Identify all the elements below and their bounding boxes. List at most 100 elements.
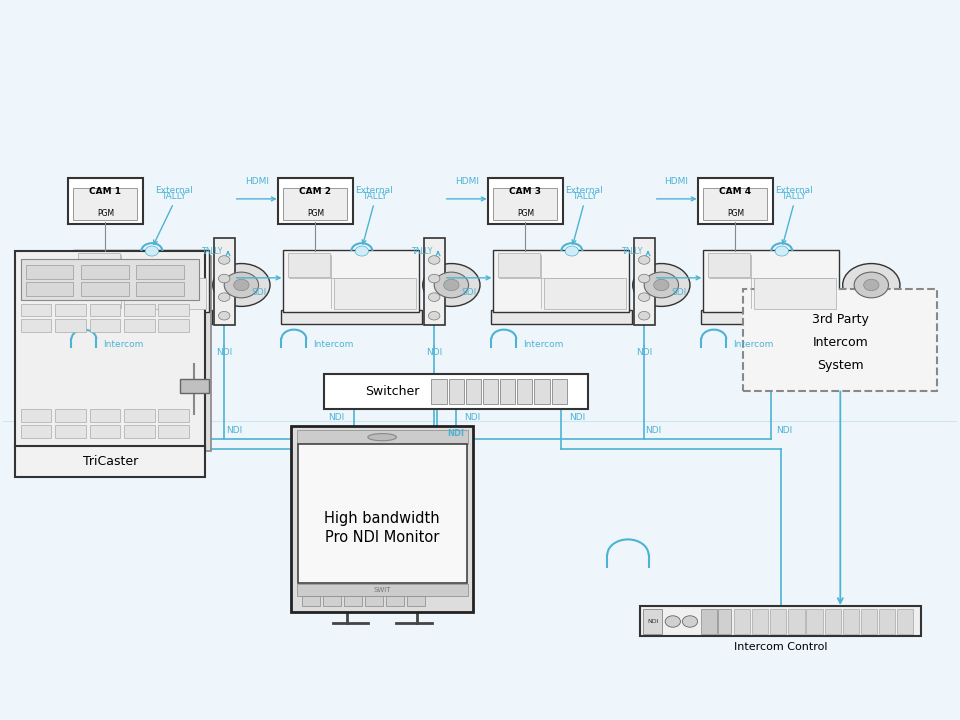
Circle shape bbox=[775, 246, 788, 256]
Text: Switcher: Switcher bbox=[365, 385, 420, 398]
FancyBboxPatch shape bbox=[277, 178, 353, 224]
FancyBboxPatch shape bbox=[15, 446, 205, 477]
Circle shape bbox=[145, 246, 158, 256]
FancyBboxPatch shape bbox=[21, 409, 52, 422]
Text: CAM 3: CAM 3 bbox=[510, 186, 541, 196]
FancyBboxPatch shape bbox=[283, 251, 419, 312]
FancyBboxPatch shape bbox=[448, 379, 464, 404]
FancyBboxPatch shape bbox=[755, 279, 836, 309]
Text: PGM: PGM bbox=[97, 209, 114, 217]
FancyBboxPatch shape bbox=[136, 282, 184, 297]
Text: PGM: PGM bbox=[516, 209, 534, 217]
FancyBboxPatch shape bbox=[124, 409, 155, 422]
FancyBboxPatch shape bbox=[56, 409, 85, 422]
FancyBboxPatch shape bbox=[806, 609, 823, 634]
Text: NDI: NDI bbox=[464, 413, 480, 422]
FancyBboxPatch shape bbox=[535, 379, 550, 404]
FancyBboxPatch shape bbox=[214, 238, 234, 325]
FancyBboxPatch shape bbox=[89, 425, 120, 438]
Text: NDI: NDI bbox=[226, 426, 242, 435]
FancyBboxPatch shape bbox=[861, 609, 877, 634]
Text: NDI: NDI bbox=[436, 426, 452, 435]
Circle shape bbox=[219, 312, 230, 320]
FancyBboxPatch shape bbox=[407, 596, 424, 606]
FancyBboxPatch shape bbox=[544, 279, 626, 309]
FancyBboxPatch shape bbox=[26, 265, 73, 279]
FancyBboxPatch shape bbox=[180, 379, 209, 393]
Circle shape bbox=[444, 279, 459, 291]
FancyBboxPatch shape bbox=[788, 609, 804, 634]
FancyBboxPatch shape bbox=[770, 609, 786, 634]
Circle shape bbox=[638, 312, 650, 320]
Circle shape bbox=[428, 293, 440, 302]
FancyBboxPatch shape bbox=[718, 609, 731, 634]
Text: SDI: SDI bbox=[462, 288, 477, 297]
Circle shape bbox=[638, 293, 650, 302]
FancyBboxPatch shape bbox=[21, 319, 52, 332]
Text: External: External bbox=[565, 186, 603, 195]
Text: TALLY: TALLY bbox=[362, 192, 387, 201]
Text: NDI: NDI bbox=[69, 342, 85, 351]
FancyBboxPatch shape bbox=[825, 609, 841, 634]
FancyBboxPatch shape bbox=[158, 425, 189, 438]
FancyBboxPatch shape bbox=[431, 379, 446, 404]
Text: NDI: NDI bbox=[776, 426, 792, 435]
Circle shape bbox=[428, 312, 440, 320]
FancyBboxPatch shape bbox=[15, 251, 205, 447]
FancyBboxPatch shape bbox=[345, 596, 362, 606]
FancyBboxPatch shape bbox=[73, 188, 137, 220]
Text: NDI: NDI bbox=[568, 413, 585, 422]
Circle shape bbox=[565, 246, 579, 256]
FancyBboxPatch shape bbox=[704, 188, 767, 220]
Text: External: External bbox=[775, 186, 813, 195]
FancyBboxPatch shape bbox=[366, 596, 383, 606]
Circle shape bbox=[843, 264, 900, 307]
FancyBboxPatch shape bbox=[124, 279, 206, 309]
FancyBboxPatch shape bbox=[73, 251, 209, 312]
Circle shape bbox=[638, 256, 650, 264]
FancyBboxPatch shape bbox=[56, 304, 85, 316]
Circle shape bbox=[644, 272, 679, 298]
FancyBboxPatch shape bbox=[698, 178, 773, 224]
FancyBboxPatch shape bbox=[26, 282, 73, 297]
Text: SDI: SDI bbox=[671, 288, 686, 297]
Text: Intercom: Intercom bbox=[523, 340, 564, 349]
FancyBboxPatch shape bbox=[897, 609, 913, 634]
FancyBboxPatch shape bbox=[297, 430, 468, 444]
FancyBboxPatch shape bbox=[466, 379, 481, 404]
Text: NDI: NDI bbox=[447, 429, 465, 438]
Text: NDI: NDI bbox=[426, 348, 443, 357]
Text: High bandwidth: High bandwidth bbox=[324, 511, 440, 526]
Text: TALLY: TALLY bbox=[622, 247, 643, 256]
Text: HDMI: HDMI bbox=[455, 177, 479, 186]
Text: SDI: SDI bbox=[252, 288, 267, 297]
FancyBboxPatch shape bbox=[124, 304, 155, 316]
Text: NDI: NDI bbox=[636, 348, 652, 357]
FancyBboxPatch shape bbox=[752, 609, 768, 634]
FancyBboxPatch shape bbox=[158, 304, 189, 316]
FancyBboxPatch shape bbox=[281, 310, 421, 324]
Text: PGM: PGM bbox=[307, 209, 324, 217]
FancyBboxPatch shape bbox=[21, 256, 211, 451]
Circle shape bbox=[355, 246, 369, 256]
Text: TALLY: TALLY bbox=[202, 247, 224, 256]
FancyBboxPatch shape bbox=[702, 609, 717, 634]
FancyBboxPatch shape bbox=[733, 609, 750, 634]
Text: System: System bbox=[817, 359, 864, 372]
Text: External: External bbox=[155, 186, 193, 195]
Circle shape bbox=[854, 272, 889, 298]
FancyBboxPatch shape bbox=[492, 310, 632, 324]
FancyBboxPatch shape bbox=[89, 304, 120, 316]
FancyBboxPatch shape bbox=[67, 178, 143, 224]
Circle shape bbox=[633, 264, 690, 307]
Text: SWIT: SWIT bbox=[373, 587, 391, 593]
Circle shape bbox=[638, 274, 650, 283]
FancyBboxPatch shape bbox=[283, 188, 348, 220]
Text: Intercom: Intercom bbox=[103, 340, 143, 349]
FancyBboxPatch shape bbox=[21, 259, 200, 300]
FancyBboxPatch shape bbox=[21, 304, 52, 316]
Text: NDI: NDI bbox=[645, 426, 661, 435]
Circle shape bbox=[225, 272, 258, 298]
FancyBboxPatch shape bbox=[158, 319, 189, 332]
Ellipse shape bbox=[368, 433, 396, 441]
